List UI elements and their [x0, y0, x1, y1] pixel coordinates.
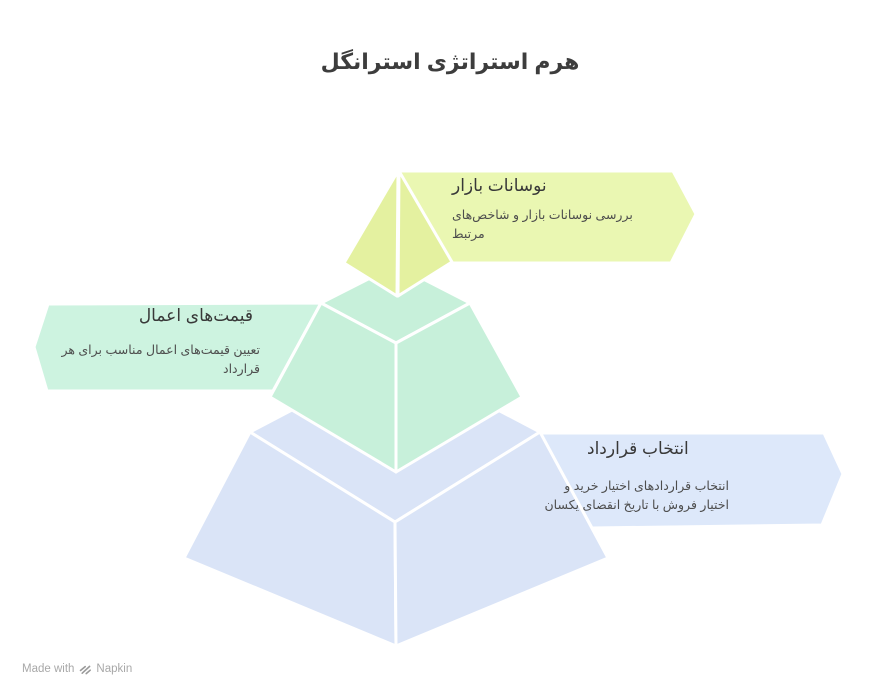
made-with-label: Made with — [22, 663, 75, 675]
level1-title: نوسانات بازار — [452, 176, 547, 195]
level2-right-face-shape — [394, 301, 524, 474]
made-with-napkin[interactable]: Made with Napkin — [22, 662, 132, 676]
level1-left-face-shape — [342, 169, 400, 298]
level1-description-line2: مرتبط — [452, 227, 485, 241]
level2-description-line2: قرارداد — [223, 362, 260, 376]
level2-description: تعیین قیمت‌های اعمال مناسب برای هر قرارد… — [61, 341, 260, 379]
level3-right-face-shape — [393, 430, 610, 648]
level3-description-line1: انتخاب قراردادهای اختیار خرید و — [564, 479, 729, 493]
napkin-logo-icon — [78, 662, 92, 676]
level3-description-line2: اختیار فروش با تاریخ انقضای یکسان — [544, 498, 729, 512]
level3-title: انتخاب قرارداد — [587, 439, 689, 458]
page-title: هرم استراتژی استرانگل — [320, 49, 580, 74]
level2-title: قیمت‌های اعمال — [138, 306, 253, 325]
level1-description-line1: بررسی نوسانات بازار و شاخص‌های — [452, 208, 633, 222]
level1-description: بررسی نوسانات بازار و شاخص‌های مرتبط — [452, 206, 633, 244]
level2-description-line1: تعیین قیمت‌های اعمال مناسب برای هر — [61, 343, 260, 357]
level1-right-face-shape — [396, 169, 454, 298]
level3-description: انتخاب قراردادهای اختیار خرید و اختیار ف… — [544, 477, 729, 515]
napkin-brand-label: Napkin — [96, 663, 133, 675]
